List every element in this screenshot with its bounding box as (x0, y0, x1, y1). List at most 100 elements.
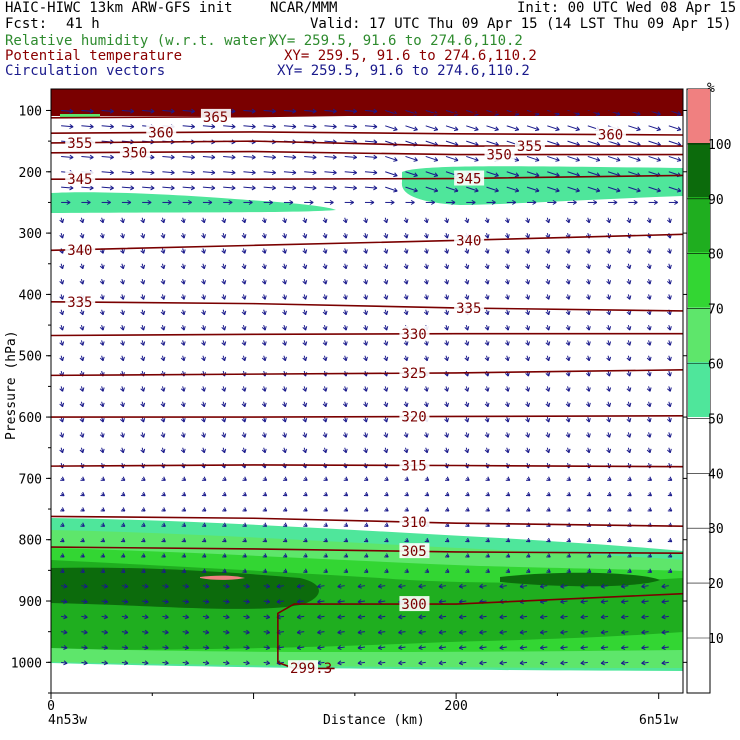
vector-head (626, 449, 631, 454)
vector (317, 661, 325, 664)
vector-head (565, 449, 570, 454)
vector-head (548, 310, 551, 315)
vector-head (444, 403, 448, 408)
vector-head (59, 403, 63, 408)
vector-head (386, 553, 389, 558)
vector-head (507, 264, 510, 269)
vector-head (265, 632, 270, 635)
vector (567, 155, 580, 161)
vector-head (616, 159, 621, 162)
vector-head (669, 476, 673, 481)
vector-head (203, 507, 207, 512)
vector-head (99, 434, 104, 438)
vector-head (167, 202, 172, 205)
vector-head (596, 172, 601, 177)
vector-head (325, 341, 328, 346)
vector-head (568, 387, 571, 392)
vector-head (475, 187, 479, 192)
vector-head (99, 327, 104, 331)
vector-head (322, 403, 327, 408)
vector-head (525, 219, 529, 224)
vector-head (669, 326, 672, 331)
vector-head (560, 614, 564, 618)
vector-head (82, 537, 85, 542)
vector-head (142, 553, 146, 558)
vector-head (325, 249, 328, 254)
vector (580, 646, 588, 649)
vector-head (61, 507, 65, 512)
vector-head (309, 202, 314, 205)
vector-head (609, 295, 612, 300)
vector-head (140, 388, 144, 392)
vector-head (163, 234, 166, 239)
vector-head (312, 187, 317, 191)
vector-head (208, 202, 213, 205)
colorbar-label: 70 (708, 303, 724, 318)
vector-head (305, 387, 308, 392)
vector-head (345, 522, 349, 527)
vector-head (629, 326, 632, 331)
vector-head (345, 553, 349, 558)
vector-head (661, 629, 666, 634)
vector (162, 186, 175, 189)
vector-head (667, 311, 671, 316)
vector-head (187, 202, 192, 205)
vector-head (403, 342, 408, 346)
vector-head (201, 388, 205, 392)
vector-head (600, 616, 605, 620)
vector-head (669, 537, 673, 542)
vector-head (434, 141, 439, 146)
isentrope-label: 365 (203, 110, 228, 126)
vector-head (305, 507, 308, 512)
vector-head (383, 434, 388, 438)
vector-head (99, 281, 104, 285)
vector-head (669, 433, 672, 438)
vector (628, 125, 641, 131)
vector (607, 140, 621, 146)
vector (202, 585, 210, 588)
vector-head (191, 154, 195, 158)
vector-head (426, 537, 430, 542)
vector-head (519, 616, 524, 620)
vector-head (264, 326, 267, 331)
vector-head (345, 356, 348, 361)
vector-head (140, 281, 144, 285)
vector-head (646, 281, 651, 285)
vector-head (585, 342, 590, 346)
vector-head (438, 645, 443, 649)
vector-head (608, 537, 612, 542)
vector-head (266, 599, 271, 603)
vector-head (221, 434, 226, 438)
vector-head (433, 129, 438, 132)
vector (263, 585, 270, 588)
vector (142, 615, 149, 618)
vector-head (160, 327, 165, 331)
vector-head (143, 264, 146, 269)
vector-head (504, 296, 509, 300)
vector-head (201, 296, 205, 300)
vector-head (494, 175, 499, 178)
vector-head (403, 357, 408, 362)
vector-head (130, 170, 135, 174)
vector-head (403, 403, 408, 408)
vector-head (507, 341, 510, 346)
vector (182, 186, 195, 189)
vector-head (406, 264, 409, 269)
vector-head (282, 281, 286, 285)
vector-head (588, 507, 592, 512)
vector (121, 125, 134, 128)
vector-head (205, 616, 210, 620)
vector-head (124, 629, 129, 634)
vector-head (588, 568, 592, 573)
vector-head (636, 129, 641, 132)
vector-head (143, 249, 146, 254)
isentrope-360 (51, 131, 683, 136)
vector-head (272, 185, 276, 189)
vector (182, 585, 189, 588)
vector-head (418, 645, 423, 649)
vector-head (337, 614, 342, 618)
vector-head (390, 199, 395, 203)
vector-head (487, 387, 490, 392)
vector-head (317, 616, 322, 620)
vector-head (548, 553, 551, 558)
